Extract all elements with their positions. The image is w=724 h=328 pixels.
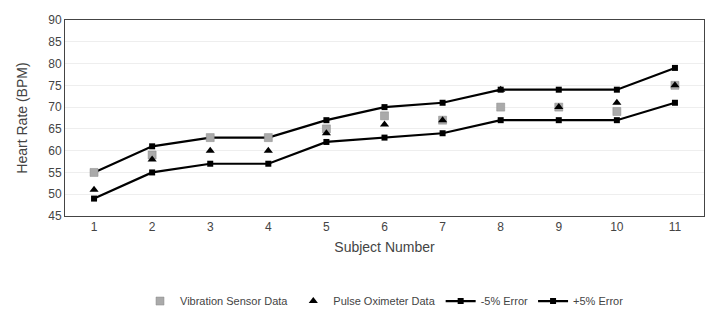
svg-text:9: 9 xyxy=(555,220,562,234)
svg-text:7: 7 xyxy=(439,220,446,234)
svg-text:60: 60 xyxy=(48,144,62,158)
svg-text:+5% Error: +5% Error xyxy=(573,295,623,307)
svg-text:Heart Rate (BPM): Heart Rate (BPM) xyxy=(14,62,30,173)
svg-text:2: 2 xyxy=(149,220,156,234)
svg-text:65: 65 xyxy=(48,122,62,136)
svg-text:11: 11 xyxy=(669,220,682,234)
svg-text:5: 5 xyxy=(323,220,330,234)
svg-text:55: 55 xyxy=(48,166,62,180)
svg-text:-5% Error: -5% Error xyxy=(481,295,528,307)
svg-text:75: 75 xyxy=(48,79,62,93)
svg-text:90: 90 xyxy=(48,13,62,27)
svg-text:45: 45 xyxy=(48,209,62,223)
svg-text:1: 1 xyxy=(91,220,98,234)
svg-text:80: 80 xyxy=(48,57,62,71)
svg-text:8: 8 xyxy=(497,220,504,234)
svg-text:10: 10 xyxy=(610,220,624,234)
svg-text:4: 4 xyxy=(265,220,272,234)
svg-text:70: 70 xyxy=(48,100,62,114)
svg-text:3: 3 xyxy=(207,220,214,234)
svg-text:Vibration Sensor Data: Vibration Sensor Data xyxy=(180,295,288,307)
svg-text:85: 85 xyxy=(48,35,62,49)
svg-text:Pulse Oximeter Data: Pulse Oximeter Data xyxy=(333,295,435,307)
svg-text:6: 6 xyxy=(381,220,388,234)
svg-text:50: 50 xyxy=(48,187,62,201)
svg-text:Subject Number: Subject Number xyxy=(334,239,435,255)
